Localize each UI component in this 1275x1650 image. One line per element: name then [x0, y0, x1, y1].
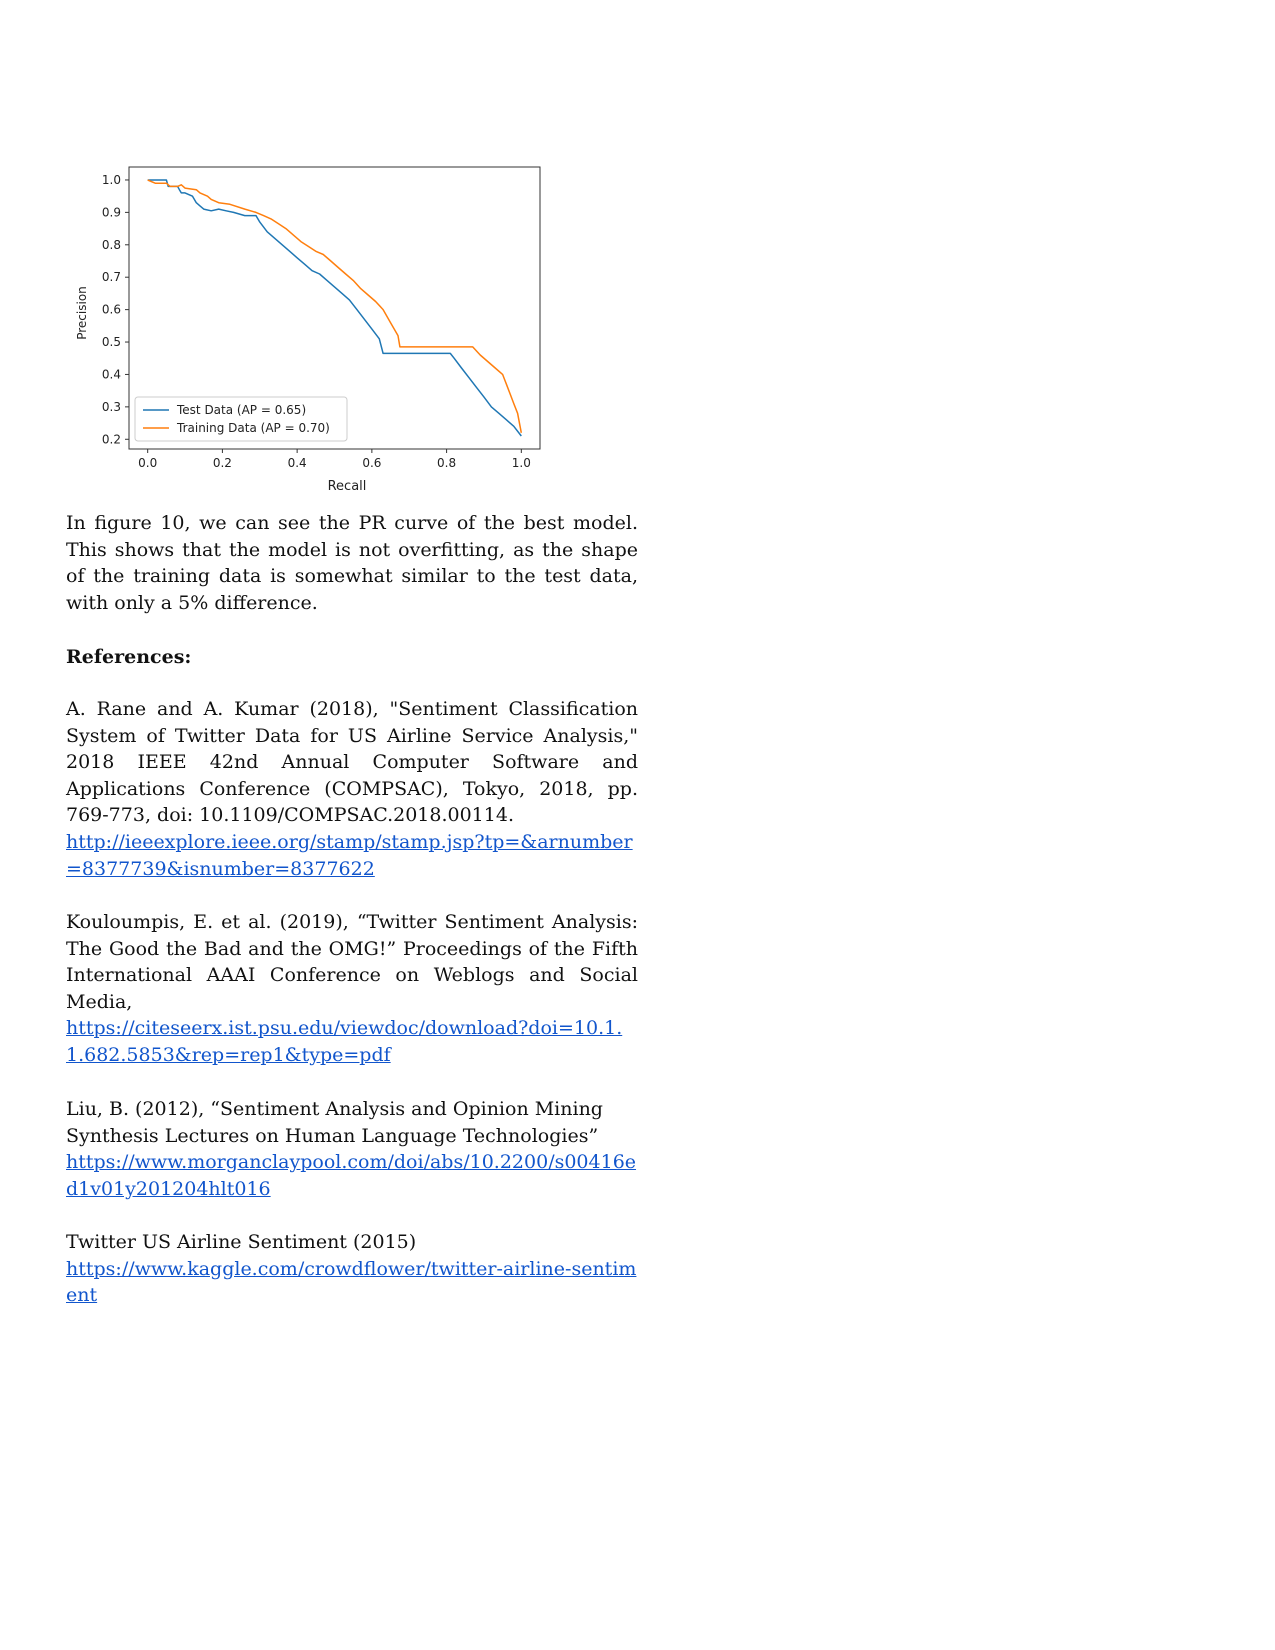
- y-tick-label: 0.8: [102, 238, 121, 252]
- series-line-1: [147, 179, 522, 437]
- reference-3-link[interactable]: https://www.morganclaypool.com/doi/abs/1…: [66, 1151, 637, 1200]
- y-tick-label: 0.5: [102, 335, 121, 349]
- references-heading: References:: [66, 646, 192, 668]
- reference-4: Twitter US Airline Sentiment (2015) http…: [66, 1229, 638, 1309]
- chart-legend: Test Data (AP = 0.65) Training Data (AP =…: [134, 396, 348, 442]
- chart-lines: [147, 179, 523, 437]
- reference-2-link[interactable]: https://citeseerx.ist.psu.edu/viewdoc/do…: [66, 1017, 623, 1066]
- reference-1: A. Rane and A. Kumar (2018), "Sentiment …: [66, 696, 638, 882]
- reference-2-text: Kouloumpis, E. et al. (2019), “Twitter S…: [66, 911, 638, 1013]
- reference-1-text: A. Rane and A. Kumar (2018), "Sentiment …: [66, 698, 638, 827]
- reference-3: Liu, B. (2012), “Sentiment Analysis and …: [66, 1096, 638, 1202]
- plot-frame: [128, 166, 541, 450]
- reference-1-link[interactable]: http://ieeexplore.ieee.org/stamp/stamp.j…: [66, 830, 633, 880]
- y-tick-label: 0.7: [102, 270, 121, 284]
- series-line-2: [147, 179, 523, 433]
- y-axis-label: Precision: [75, 286, 89, 340]
- y-tick-label: 0.4: [102, 367, 121, 381]
- body-text-column: In figure 10, we can see the PR curve of…: [66, 510, 638, 616]
- y-tick-label: 0.9: [102, 205, 121, 219]
- x-tick-label: 0.6: [362, 456, 381, 470]
- legend-box: [134, 396, 348, 442]
- reference-4-text: Twitter US Airline Sentiment (2015): [66, 1231, 417, 1253]
- y-tick-label: 1.0: [102, 173, 121, 187]
- x-tick-label: 0.2: [213, 456, 232, 470]
- y-tick-label: 0.2: [102, 432, 121, 446]
- y-tick-label: 0.6: [102, 303, 121, 317]
- x-tick-label: 0.8: [437, 456, 456, 470]
- legend-label: Test Data (AP = 0.65): [176, 403, 306, 417]
- chart-axes: [128, 166, 541, 450]
- x-tick-label: 0.4: [288, 456, 307, 470]
- reference-3-text: Liu, B. (2012), “Sentiment Analysis and …: [66, 1098, 603, 1147]
- figure-discussion-paragraph: In figure 10, we can see the PR curve of…: [66, 512, 638, 614]
- y-tick-label: 0.3: [102, 400, 121, 414]
- reference-4-link[interactable]: https://www.kaggle.com/crowdflower/twitt…: [66, 1257, 637, 1307]
- x-tick-label: 0.0: [138, 456, 157, 470]
- chart-ticks: 0.0 0.2 0.4 0.6 0.8 1.0 0.2 0.3 0.4 0.5 0.6 0.7 0.8 0…: [102, 173, 531, 470]
- x-tick-label: 1.0: [512, 456, 531, 470]
- references-section: References:: [66, 644, 638, 670]
- legend-label: Training Data (AP = 0.70): [176, 421, 330, 435]
- x-axis-label: Recall: [328, 479, 367, 494]
- reference-2: Kouloumpis, E. et al. (2019), “Twitter S…: [66, 909, 638, 1069]
- pr-curve-chart: 0.0 0.2 0.4 0.6 0.8 1.0 0.2 0.3 0.4 0.5 0.6 0.7 0.8 0…: [75, 166, 541, 494]
